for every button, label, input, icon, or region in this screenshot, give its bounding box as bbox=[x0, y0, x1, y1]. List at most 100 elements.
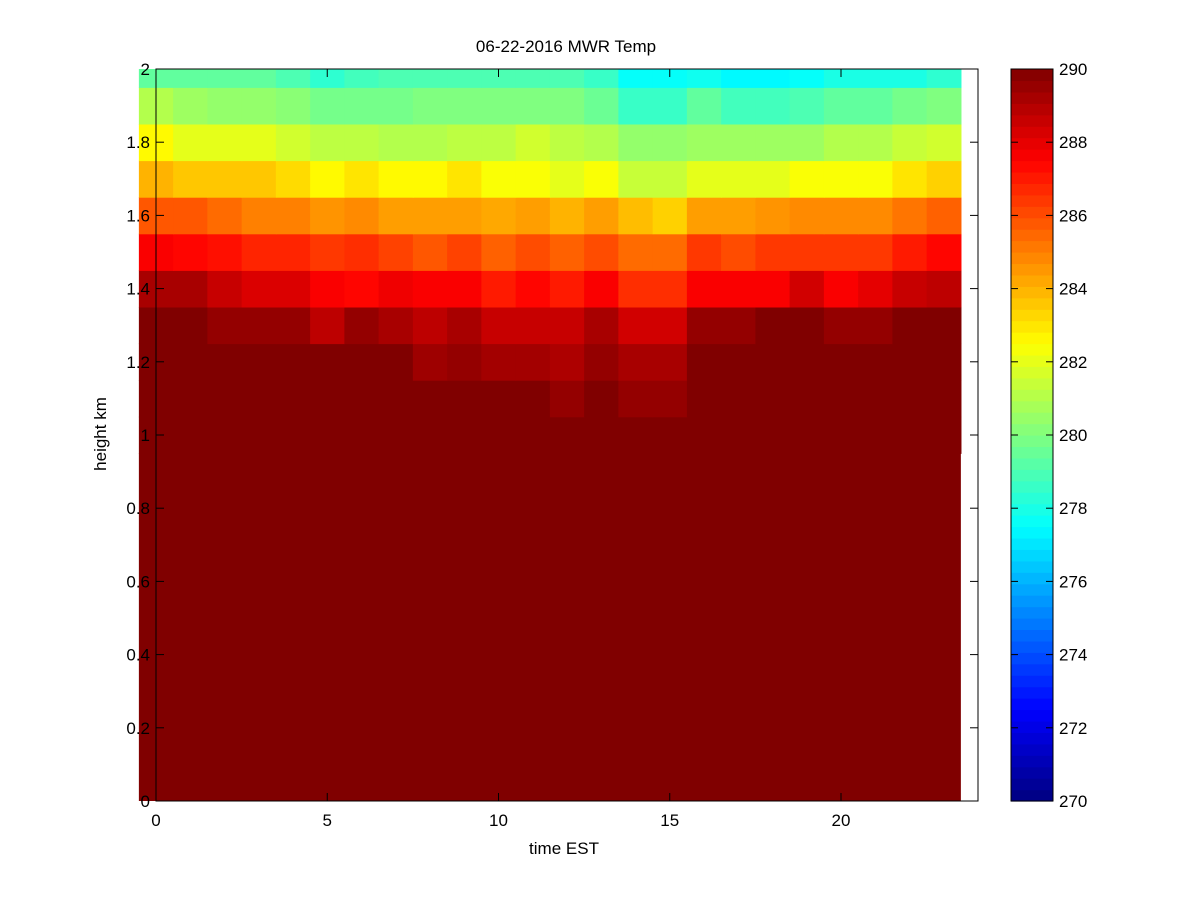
heatmap-cell bbox=[789, 233, 825, 271]
colorbar-segment bbox=[1011, 652, 1053, 665]
heatmap-cell bbox=[686, 197, 722, 235]
heatmap-cell bbox=[549, 416, 585, 454]
colorbar-tick-label: 274 bbox=[1059, 646, 1087, 665]
heatmap-cell bbox=[892, 123, 928, 162]
y-axis-ticks: 0 0.2 0.4 0.6 0.8 1 1.2 1.4 1.6 1.8 2 bbox=[126, 60, 978, 811]
colorbar-segment bbox=[1011, 595, 1053, 608]
colorbar-segment bbox=[1011, 457, 1053, 470]
heatmap-cell bbox=[549, 306, 585, 345]
heatmap-cell bbox=[892, 197, 928, 235]
heatmap-cell bbox=[515, 69, 551, 88]
colorbar-segment bbox=[1011, 309, 1053, 322]
heatmap-cell bbox=[515, 197, 551, 235]
heatmap-cell bbox=[241, 160, 277, 198]
heatmap-cell bbox=[549, 197, 585, 235]
heatmap-cell bbox=[652, 160, 688, 198]
heatmap-cell bbox=[310, 69, 345, 88]
heatmap-cell bbox=[858, 343, 893, 381]
x-tick-label: 15 bbox=[660, 811, 679, 830]
heatmap-cell bbox=[412, 197, 448, 235]
heatmap-cell bbox=[858, 233, 893, 271]
heatmap-cell bbox=[721, 123, 756, 162]
heatmap-cell bbox=[344, 343, 380, 381]
heatmap-cell bbox=[310, 160, 345, 198]
colorbar-segment bbox=[1011, 526, 1053, 539]
colorbar-segment bbox=[1011, 572, 1053, 585]
heatmap-cell bbox=[241, 380, 277, 418]
heatmap-cell bbox=[926, 233, 962, 271]
heatmap-cell bbox=[207, 123, 243, 162]
heatmap-cell bbox=[618, 233, 654, 271]
heatmap-cell bbox=[378, 270, 414, 308]
heatmap-cell bbox=[241, 197, 277, 235]
heatmap-cell bbox=[344, 306, 380, 345]
heatmap-cell bbox=[926, 87, 962, 125]
heatmap-cell bbox=[549, 123, 585, 162]
colorbar-segment bbox=[1011, 435, 1053, 448]
heatmap-cell bbox=[378, 233, 414, 271]
heatmap-cell bbox=[892, 87, 928, 125]
heatmap-cell bbox=[618, 87, 654, 125]
heatmap-cell bbox=[344, 87, 380, 125]
heatmap-cell bbox=[412, 69, 448, 88]
heatmap-cell bbox=[755, 123, 791, 162]
heatmap-cell bbox=[926, 69, 962, 88]
heatmap-cell bbox=[789, 197, 825, 235]
colorbar-tick-label: 288 bbox=[1059, 133, 1087, 152]
colorbar-segment bbox=[1011, 240, 1053, 253]
heatmap-cell bbox=[618, 343, 654, 381]
heatmap-cell bbox=[344, 233, 380, 271]
heatmap-cell bbox=[378, 380, 414, 418]
heatmap-cell bbox=[344, 416, 380, 454]
colorbar-segment bbox=[1011, 515, 1053, 528]
heatmap-cell bbox=[755, 160, 791, 198]
heatmap-cell bbox=[652, 343, 688, 381]
heatmap-cell bbox=[755, 343, 791, 381]
y-tick-label: 1.8 bbox=[126, 133, 150, 152]
heatmap-cell bbox=[721, 416, 756, 454]
heatmap-cell bbox=[549, 69, 585, 88]
colorbar-segment bbox=[1011, 560, 1053, 573]
heatmap-cell bbox=[241, 416, 277, 454]
heatmap-cell bbox=[275, 69, 311, 88]
x-axis-ticks: 0 5 10 15 20 bbox=[151, 69, 850, 830]
heatmap-cell bbox=[789, 123, 825, 162]
heatmap-cell bbox=[926, 416, 962, 454]
heatmap-cell bbox=[926, 306, 962, 345]
colorbar-segment bbox=[1011, 640, 1053, 653]
heatmap-cell bbox=[173, 380, 208, 418]
heatmap-cell bbox=[789, 343, 825, 381]
y-tick-label: 2 bbox=[141, 60, 150, 79]
heatmap-cell bbox=[447, 233, 482, 271]
heatmap-cell bbox=[789, 306, 825, 345]
heatmap-cell bbox=[481, 69, 517, 88]
colorbar-segment bbox=[1011, 618, 1053, 631]
colorbar-segment bbox=[1011, 332, 1053, 345]
heatmap-cell bbox=[858, 380, 893, 418]
heatmap-cell bbox=[207, 160, 243, 198]
heatmap-cell bbox=[584, 87, 619, 125]
heatmap-cell bbox=[584, 270, 619, 308]
colorbar-segment bbox=[1011, 480, 1053, 493]
colorbar-tick-label: 280 bbox=[1059, 426, 1087, 445]
heatmap-cell bbox=[173, 306, 208, 345]
heatmap-cell bbox=[686, 87, 722, 125]
heatmap-cell bbox=[207, 197, 243, 235]
heatmap-cell bbox=[447, 160, 482, 198]
heatmap-cell bbox=[310, 233, 345, 271]
heatmap-cell bbox=[789, 160, 825, 198]
heatmap-cell bbox=[823, 416, 859, 454]
heatmap-cell bbox=[618, 197, 654, 235]
heatmap-cell bbox=[447, 416, 482, 454]
heatmap-cell bbox=[310, 416, 345, 454]
heatmap-cell bbox=[652, 416, 688, 454]
heatmap-cell bbox=[584, 416, 619, 454]
heatmap-cell bbox=[584, 380, 619, 418]
colorbar-segment bbox=[1011, 69, 1053, 82]
heatmap-cell bbox=[481, 416, 517, 454]
heatmap-cell bbox=[447, 380, 482, 418]
heatmap-cell bbox=[481, 87, 517, 125]
heatmap-cell bbox=[652, 270, 688, 308]
heatmap-cell bbox=[721, 233, 756, 271]
heatmap-cell bbox=[481, 160, 517, 198]
